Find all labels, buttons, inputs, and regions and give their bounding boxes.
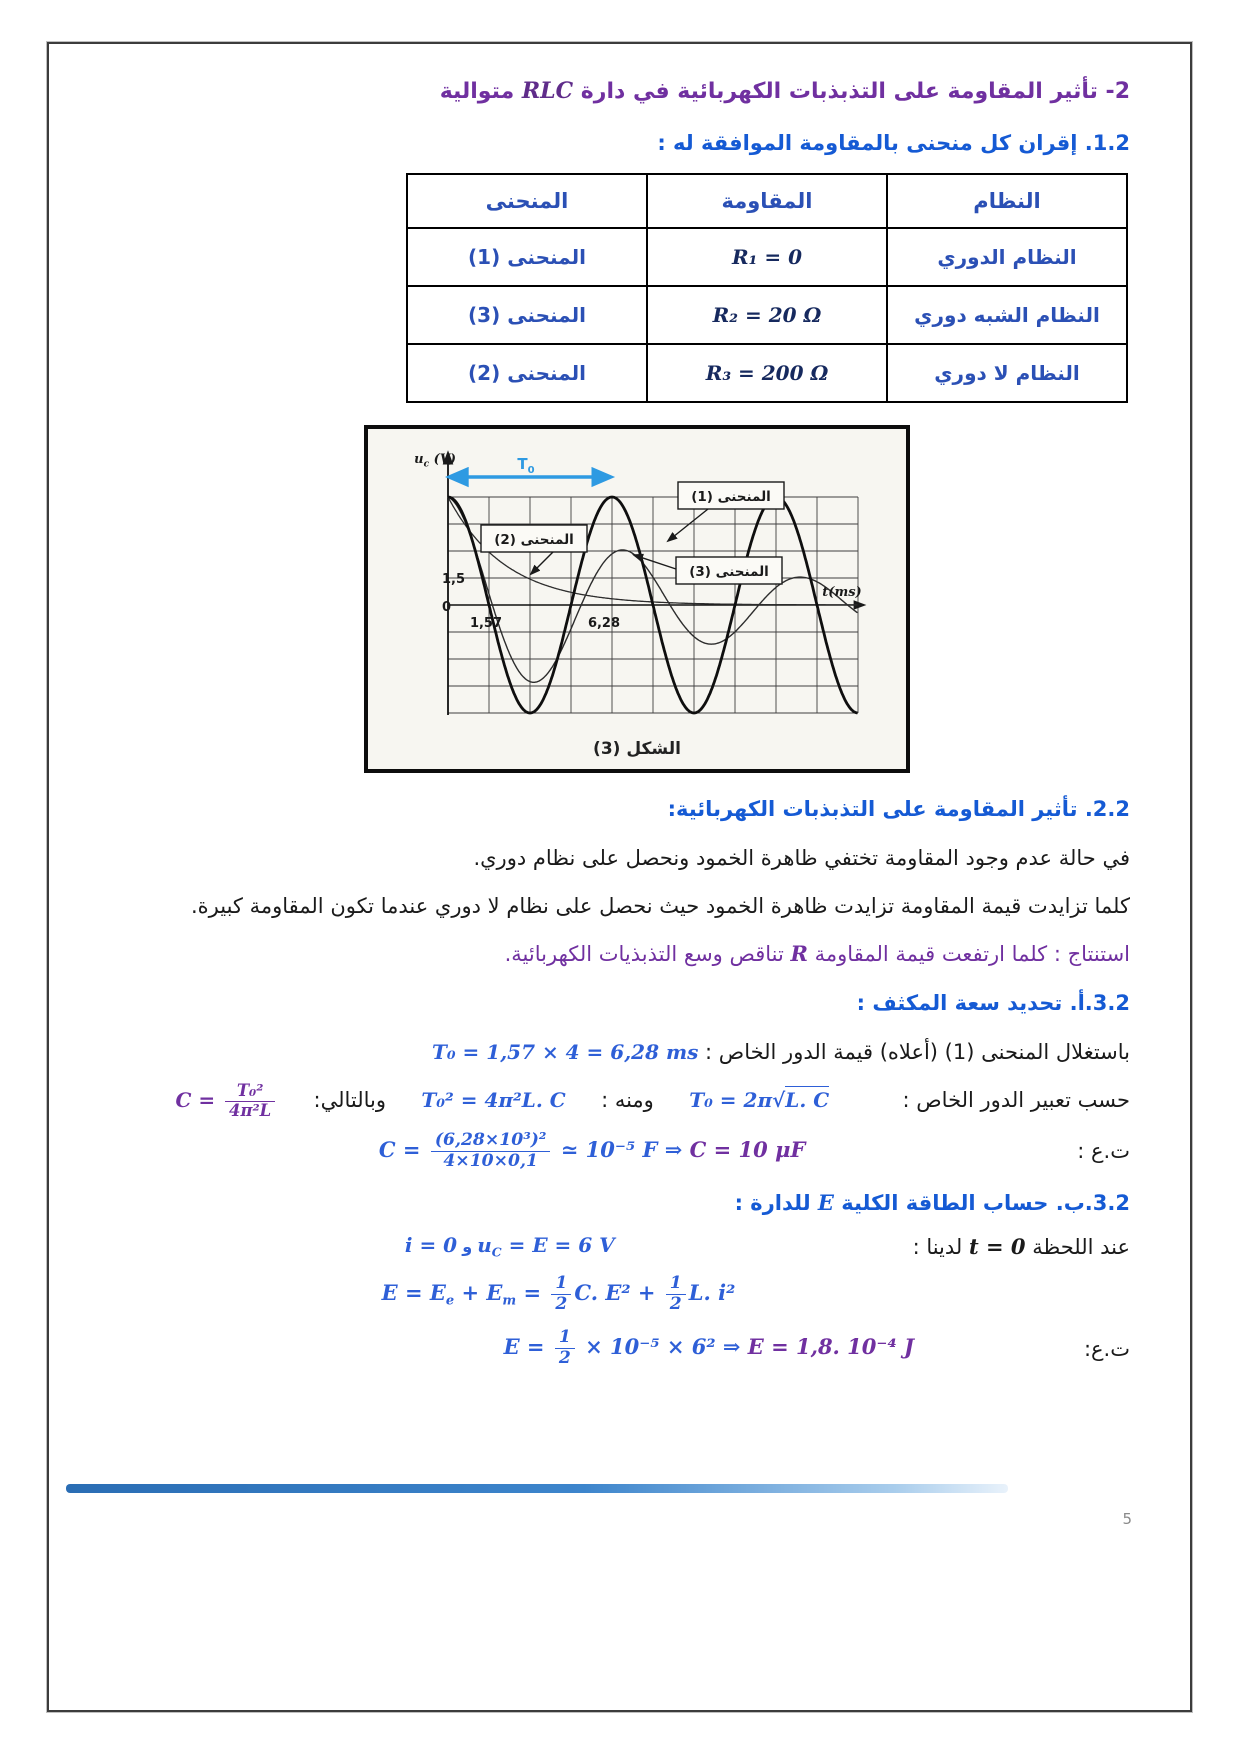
- matching-table: النظام المقاومة المنحنى النظام الدوري R₁…: [406, 173, 1128, 403]
- oscillations-figure: T0 uc (V) t(ms) 1,5 0 1,57 6,28 المنحنى …: [364, 425, 910, 773]
- tick-6-28: 6,28: [588, 616, 620, 631]
- cell-system-periodic: النظام الدوري: [886, 227, 1128, 287]
- initial-conditions-line: عند اللحظة t = 0 لدينا : uC = E = 6 V و …: [107, 1233, 1130, 1259]
- capacitance-formula: C = T₀² 4π²L: [175, 1081, 278, 1121]
- t0-value-label: باستغلال المنحنى (1) (أعلاه) قيمة الدور …: [698, 1040, 1130, 1064]
- cell-curve-1: المنحنى (1): [406, 227, 648, 287]
- therefore-label: وبالتالي:: [313, 1088, 387, 1112]
- section-title: 2- تأثير المقاومة على التذبذبات الكهربائ…: [107, 74, 1130, 109]
- svg-text:المنحنى (3): المنحنى (3): [689, 564, 769, 580]
- numeric-application-label-energy: ت.ع:: [1083, 1336, 1130, 1361]
- t0-squared-formula: T₀² = 4π²L. C: [421, 1088, 566, 1112]
- curve-3-label-box: المنحنى (3): [632, 553, 783, 585]
- col-header-resistance: المقاومة: [646, 173, 888, 229]
- i-value: i = 0: [404, 1233, 458, 1258]
- period-expression-label: حسب تعبير الدور الخاص :: [902, 1088, 1130, 1112]
- capacitance-result: C = 10 μF: [689, 1136, 806, 1162]
- cell-resistance-r2: R₂ = 20 Ω: [712, 303, 822, 327]
- x-axis-label: t(ms): [822, 585, 861, 600]
- cell-resistance-r1: R₁ = 0: [732, 245, 802, 269]
- title-text: 2- تأثير المقاومة على التذبذبات الكهربائ…: [573, 79, 1130, 104]
- cell-curve-2: المنحنى (2): [406, 343, 648, 403]
- svg-text:المنحنى (1): المنحنى (1): [691, 489, 771, 505]
- tick-0: 0: [442, 600, 451, 615]
- table-row: النظام الدوري R₁ = 0 المنحنى (1): [406, 227, 1128, 287]
- cell-curve-3: المنحنى (3): [406, 285, 648, 345]
- y-axis-label: uc (V): [414, 452, 456, 470]
- subsection-3-2-b-heading: 3.2.ب. حساب الطاقة الكلية E للدارة :: [107, 1185, 1130, 1221]
- numeric-application-line-capacitance: ت.ع : C = (6,28×10³)² 4×10×0,1 ≃ 10⁻⁵ F ⇒…: [107, 1129, 1130, 1172]
- total-energy-formula-line: E = Ee + Em = 1 2 C. E² + 1 2 L. i²: [107, 1272, 1010, 1315]
- t-equals-zero: t = 0: [969, 1234, 1026, 1260]
- uc-value: uC = E = 6 V: [477, 1233, 615, 1260]
- table-header-row: النظام المقاومة المنحنى: [406, 173, 1128, 229]
- period-expression-line: حسب تعبير الدور الخاص : T₀ = 2π√L. C ومن…: [107, 1081, 1130, 1121]
- title-suffix: متوالية: [439, 79, 522, 104]
- page-content: 2- تأثير المقاومة على التذبذبات الكهربائ…: [49, 44, 1190, 1369]
- tick-1-57: 1,57: [470, 616, 502, 631]
- rlc-symbol: RLC: [521, 78, 574, 104]
- initial-conditions-label: عند اللحظة t = 0 لدينا :: [912, 1234, 1130, 1260]
- col-header-curve: المنحنى: [406, 173, 648, 229]
- initial-conditions-formula: uC = E = 6 V و i = 0: [405, 1233, 615, 1259]
- t0-value-line: باستغلال المنحنى (1) (أعلاه) قيمة الدور …: [107, 1033, 1130, 1071]
- page-border-frame: 2- تأثير المقاومة على التذبذبات الكهربائ…: [47, 42, 1192, 1712]
- curve-3-damped: [447, 496, 858, 684]
- table-row: النظام لا دوري R₃ = 200 Ω المنحنى (2): [406, 343, 1128, 403]
- paragraph-no-resistance: في حالة عدم وجود المقاومة تختفي ظاهرة ال…: [473, 846, 1130, 870]
- numeric-application-label: ت.ع :: [1077, 1139, 1130, 1164]
- subsection-2-2-heading: 2.2. تأثير المقاومة على التذبذبات الكهرب…: [667, 797, 1130, 821]
- curve-2-label-box: المنحنى (2): [480, 524, 588, 576]
- energy-result: E = 1,8. 10⁻⁴ J: [747, 1334, 914, 1360]
- resistance-symbol: R: [790, 941, 808, 966]
- capacitance-calculation: C = (6,28×10³)² 4×10×0,1 ≃ 10⁻⁵ F ⇒ C = 1…: [378, 1129, 806, 1171]
- cell-system-pseudoperiodic: النظام الشبه دوري: [886, 285, 1128, 345]
- col-header-system: النظام: [886, 173, 1128, 229]
- tick-1-5: 1,5: [442, 572, 465, 587]
- total-energy-formula: E = Ee + Em = 1 2 C. E² + 1 2 L. i²: [381, 1272, 736, 1314]
- table-row: النظام الشبه دوري R₂ = 20 Ω المنحنى (3): [406, 285, 1128, 345]
- subsection-3-2-a-heading: 3.2.أ. تحديد سعة المكثف :: [856, 991, 1130, 1015]
- and-word: و: [462, 1237, 473, 1257]
- hence-label: ومنه :: [594, 1088, 654, 1112]
- cell-resistance-r3: R₃ = 200 Ω: [705, 361, 829, 385]
- curve-1-label-box: المنحنى (1): [666, 481, 785, 543]
- energy-symbol: E: [817, 1190, 834, 1216]
- footer-decorative-bar: [66, 1484, 1008, 1493]
- subsection-1-2-heading: 1.2. إقران كل منحنى بالمقاومة الموافقة ل…: [657, 131, 1130, 155]
- t0-label: T0: [517, 455, 534, 476]
- t0-value-formula: T₀ = 1,57 × 4 = 6,28 ms: [431, 1040, 699, 1064]
- cell-system-aperiodic: النظام لا دوري: [886, 343, 1128, 403]
- paragraph-increasing-resistance: كلما تزايدت قيمة المقاومة تزايدت ظاهرة ا…: [190, 894, 1130, 918]
- figure-caption: الشكل (3): [593, 739, 681, 759]
- svg-text:المنحنى (2): المنحنى (2): [494, 532, 574, 548]
- curve-1-undamped: [447, 495, 858, 715]
- t0-formula: T₀ = 2π√L. C: [689, 1086, 830, 1112]
- oscillations-plot: T0 uc (V) t(ms) 1,5 0 1,57 6,28 المنحنى …: [414, 450, 867, 715]
- conclusion-line: استنتاج : كلما ارتفعت قيمة المقاومة R تن…: [107, 935, 1130, 973]
- page-number: 5: [1122, 1510, 1132, 1528]
